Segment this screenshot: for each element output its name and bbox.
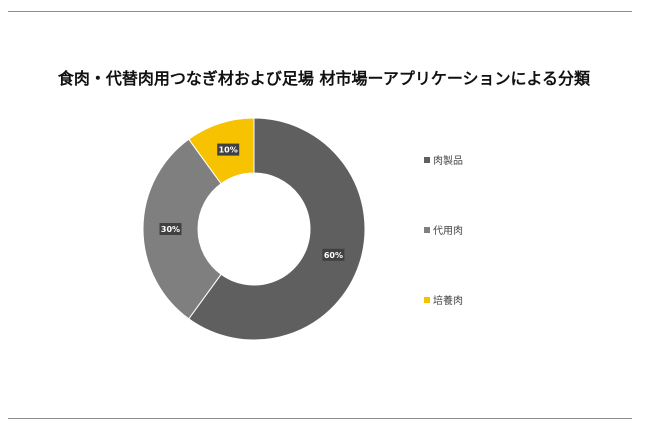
data-label-group: 60% xyxy=(322,248,345,261)
data-label-group: 10% xyxy=(217,143,240,156)
data-label-box xyxy=(217,143,240,156)
data-label-box xyxy=(322,248,345,261)
legend-item-meat-substitutes: 代用肉 xyxy=(424,222,463,237)
slice-meat-products xyxy=(188,117,366,341)
legend-item-cultured-meat: 培養肉 xyxy=(424,292,463,307)
top-divider xyxy=(8,11,632,12)
legend-item-meat-products: 肉製品 xyxy=(424,152,463,167)
bottom-divider xyxy=(8,418,632,419)
slice-meat-substitutes xyxy=(142,138,222,320)
data-label-box xyxy=(159,223,182,235)
legend-label-meat-products: 肉製品 xyxy=(433,156,463,167)
legend-label-cultured-meat: 培養肉 xyxy=(433,296,463,307)
data-label-group: 30% xyxy=(159,223,182,235)
legend-swatch-meat-substitutes xyxy=(424,226,430,233)
legend-swatch-cultured-meat xyxy=(424,296,430,303)
data-label: 10% xyxy=(219,146,238,155)
data-label: 60% xyxy=(324,251,343,260)
legend-label-meat-substitutes: 代用肉 xyxy=(433,226,463,237)
data-label: 30% xyxy=(161,225,180,234)
chart-title: 食肉・代替肉用つなぎ材および足場 材市場ーアプリケーションによる分類 xyxy=(57,69,591,88)
legend-swatch-meat-products xyxy=(424,156,430,163)
